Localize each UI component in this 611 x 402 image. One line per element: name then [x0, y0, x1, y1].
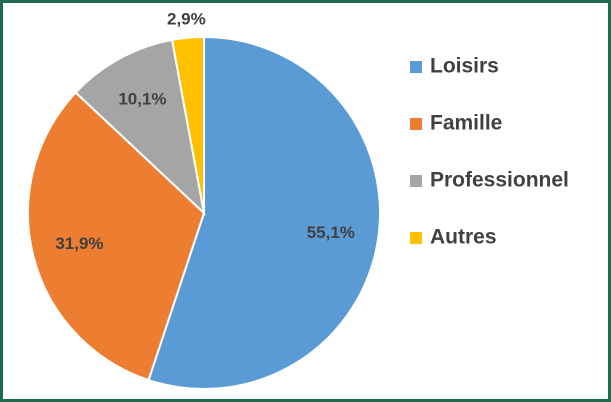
- pie-slice: [170, 35, 205, 214]
- data-label: 55,1%: [307, 223, 355, 242]
- legend-label: Famille: [430, 112, 502, 135]
- pie-slice: [74, 38, 206, 216]
- legend-label: Loisirs: [430, 55, 499, 78]
- legend-swatch: [410, 175, 422, 187]
- legend-swatch: [410, 61, 422, 73]
- pie-slice: [147, 35, 381, 390]
- legend-swatch: [410, 232, 422, 244]
- legend-swatch: [410, 118, 422, 130]
- data-label: 10,1%: [118, 90, 166, 109]
- pie-slice: [27, 91, 206, 382]
- legend-label: Professionnel: [430, 169, 569, 192]
- data-label: 31,9%: [55, 234, 103, 253]
- legend-label: Autres: [430, 226, 497, 249]
- data-label: 2,9%: [167, 10, 206, 29]
